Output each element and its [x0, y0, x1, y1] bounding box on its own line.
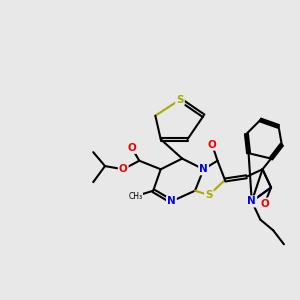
Text: CH₃: CH₃: [129, 192, 143, 201]
Text: N: N: [248, 196, 256, 206]
Text: O: O: [208, 140, 217, 150]
Text: O: O: [119, 164, 128, 174]
Text: N: N: [199, 164, 208, 174]
Text: S: S: [205, 190, 213, 200]
Text: S: S: [176, 94, 184, 105]
Text: O: O: [128, 143, 136, 153]
Text: N: N: [167, 196, 176, 206]
Text: O: O: [260, 199, 269, 208]
